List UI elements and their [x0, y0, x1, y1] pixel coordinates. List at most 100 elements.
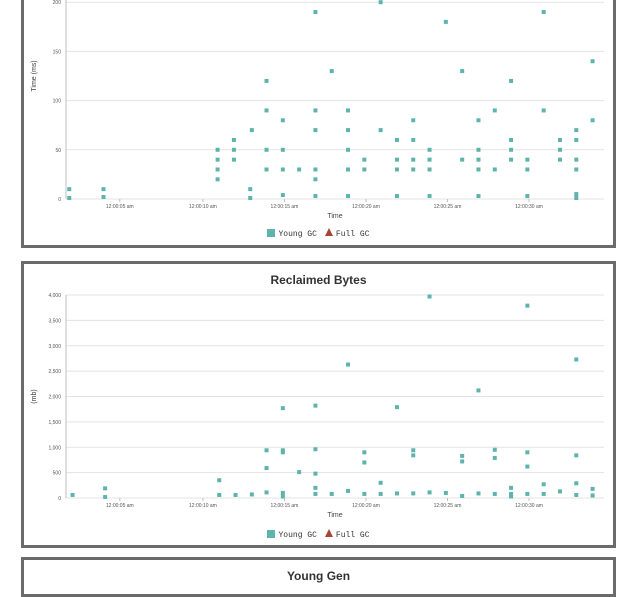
gc-time-young-gc-point: [231, 157, 236, 162]
gc-time-young-gc-point: [67, 187, 72, 192]
reclaimed-bytes-young-gc-point: [476, 491, 481, 496]
reclaimed-bytes-young-gc-point: [443, 490, 448, 495]
reclaimed-bytes-young-gc-point: [574, 453, 579, 458]
gc-time-young-gc-point: [427, 147, 432, 152]
gc-time-young-gc-point: [313, 108, 318, 113]
gc-time-young-gc-point: [280, 193, 285, 198]
gc-time-x-tick-label: 12:00:05 am: [106, 204, 134, 210]
reclaimed-bytes-x-tick-label: 12:00:20 am: [352, 503, 380, 509]
reclaimed-bytes-young-gc-point: [460, 453, 465, 458]
gc-time-young-gc-point: [313, 167, 318, 172]
reclaimed-bytes-young-gc-point: [280, 406, 285, 411]
reclaimed-bytes-young-gc-point: [264, 448, 269, 453]
gc-time-young-gc-point: [67, 196, 72, 201]
gc-time-young-gc-point: [346, 167, 351, 172]
reclaimed-bytes-y-tick-label: 0: [58, 496, 61, 502]
gc-time-young-gc-point: [427, 167, 432, 172]
reclaimed-bytes-young-gc-point: [574, 492, 579, 497]
reclaimed-bytes-young-gc-point: [492, 491, 497, 496]
gc-time-young-gc-point: [427, 157, 432, 162]
young-gen-title: Young Gen: [286, 569, 351, 583]
reclaimed-bytes-chart: 0 500 1,000 1,500 2,000 2,500 3,000 3,500 4,000 1…: [31, 293, 604, 519]
gc-time-y-tick-label: 150: [53, 49, 62, 55]
reclaimed-bytes-young-gc-point: [574, 481, 579, 486]
gc-time-panel: 0 50 100 150 200 12:00:05 am 12:00:10 am 12:00:…: [21, 0, 616, 248]
gc-time-young-gc-point: [411, 118, 416, 123]
reclaimed-bytes-y-axis-title: (mb): [31, 389, 38, 403]
reclaimed-bytes-young-gc-point: [280, 490, 285, 495]
reclaimed-bytes-young-gc-point: [362, 491, 367, 496]
gc-time-young-gc-point: [215, 157, 220, 162]
reclaimed-bytes-young-gc-point: [460, 459, 465, 464]
reclaimed-bytes-legend: Young GC Full GC: [24, 529, 613, 540]
gc-time-young-gc-point: [313, 194, 318, 199]
reclaimed-bytes-young-gc-point: [509, 491, 514, 496]
reclaimed-bytes-young-gc-point: [394, 405, 399, 410]
reclaimed-bytes-young-gc-point: [541, 482, 546, 487]
gc-time-y-tick-label: 200: [53, 0, 62, 6]
gc-time-young-gc-point: [394, 167, 399, 172]
gc-time-young-gc-point: [248, 187, 253, 192]
gc-time-young-gc-point: [525, 157, 530, 162]
gc-time-young-gc-point: [101, 195, 106, 200]
reclaimed-bytes-young-gc-point: [476, 388, 481, 393]
reclaimed-bytes-young-gc-point: [103, 494, 108, 499]
reclaimed-bytes-young-gc-point: [362, 450, 367, 455]
gc-time-young-gc-point: [476, 167, 481, 172]
young-gc-swatch: [267, 229, 276, 237]
reclaimed-bytes-young-gc-point: [217, 478, 222, 483]
gc-time-young-gc-point: [248, 196, 253, 201]
gc-time-young-gc-point: [362, 167, 367, 172]
reclaimed-bytes-young-gc-point: [346, 362, 351, 367]
gc-time-young-gc-point: [378, 128, 383, 133]
gc-time-young-gc-point: [313, 128, 318, 133]
reclaimed-bytes-young-gc-point: [574, 357, 579, 362]
reclaimed-bytes-young-gc-point: [264, 466, 269, 471]
gc-time-young-gc-point: [411, 137, 416, 142]
reclaimed-bytes-young-gc-point: [525, 464, 530, 469]
gc-time-young-gc-point: [264, 78, 269, 83]
reclaimed-bytes-x-tick-label: 12:00:05 am: [106, 503, 134, 509]
reclaimed-bytes-y-tick-label: 3,000: [48, 344, 61, 350]
reclaimed-bytes-young-gc-point: [378, 480, 383, 485]
reclaimed-bytes-young-gc-point: [411, 453, 416, 458]
reclaimed-bytes-y-tick-label: 3,500: [48, 318, 61, 324]
reclaimed-bytes-x-tick-label: 12:00:25 am: [434, 503, 462, 509]
full-gc-swatch: [324, 529, 333, 537]
gc-time-y-tick-label: 0: [58, 197, 61, 203]
reclaimed-bytes-young-gc-point: [103, 486, 108, 491]
gc-time-young-gc-point: [574, 137, 579, 142]
reclaimed-bytes-young-gc-point: [249, 492, 254, 497]
reclaimed-bytes-x-tick-label: 12:00:30 am: [515, 503, 543, 509]
full-gc-legend-label: Full GC: [335, 531, 370, 540]
gc-time-young-gc-point: [411, 167, 416, 172]
reclaimed-bytes-young-gc-point: [313, 471, 318, 476]
full-gc-legend-label: Full GC: [335, 230, 370, 239]
gc-time-young-gc-point: [346, 147, 351, 152]
reclaimed-bytes-young-gc-point: [509, 485, 514, 490]
gc-time-young-gc-point: [394, 157, 399, 162]
reclaimed-bytes-young-gc-point: [313, 447, 318, 452]
reclaimed-bytes-young-gc-point: [525, 450, 530, 455]
gc-time-young-gc-point: [476, 118, 481, 123]
gc-time-young-gc-point: [525, 194, 530, 199]
gc-time-young-gc-point: [264, 167, 269, 172]
reclaimed-bytes-y-tick-label: 500: [53, 471, 62, 477]
gc-time-young-gc-point: [460, 69, 465, 74]
reclaimed-bytes-young-gc-point: [411, 448, 416, 453]
reclaimed-bytes-young-gc-point: [590, 493, 595, 498]
reclaimed-bytes-panel: Reclaimed Bytes 0 500 1,000 1,500 2,000 2,500…: [21, 261, 616, 548]
reclaimed-bytes-y-tick-label: 4,000: [48, 293, 61, 299]
gc-time-young-gc-point: [509, 78, 514, 83]
gc-time-young-gc-point: [492, 108, 497, 113]
reclaimed-bytes-young-gc-point: [378, 491, 383, 496]
gc-time-young-gc-point: [509, 157, 514, 162]
gc-time-young-gc-point: [346, 194, 351, 199]
gc-time-young-gc-point: [574, 157, 579, 162]
gc-time-young-gc-point: [280, 147, 285, 152]
gc-time-young-gc-point: [249, 128, 254, 133]
reclaimed-bytes-young-gc-point: [590, 486, 595, 491]
reclaimed-bytes-x-tick-label: 12:00:10 am: [189, 503, 217, 509]
gc-time-young-gc-point: [557, 157, 562, 162]
young-gc-legend-label: Young GC: [278, 230, 317, 239]
